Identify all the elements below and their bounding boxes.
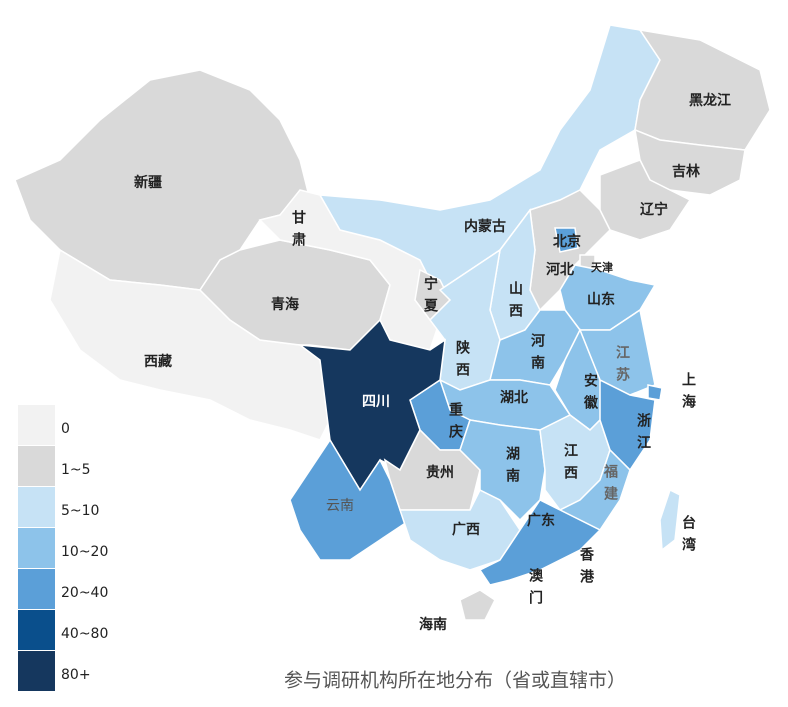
legend-swatch: [18, 569, 55, 609]
legend-swatch: [18, 528, 55, 568]
legend-swatch: [18, 446, 55, 486]
province-label: 湖南: [504, 446, 520, 490]
province-label: 江苏: [614, 344, 630, 389]
province-label: 西藏: [144, 353, 172, 370]
province: [647, 384, 663, 401]
province-label: 新疆: [134, 174, 162, 191]
province-label: 青海: [271, 296, 299, 313]
caption: 参与调研机构所在地分布（省或直辖市）: [284, 670, 626, 692]
province-label: 上海: [680, 372, 696, 416]
province-label: 台湾: [680, 514, 696, 559]
province-label: 安徽: [582, 372, 599, 417]
province-label: 湖北: [500, 390, 528, 406]
province-label: 天津: [591, 260, 613, 274]
legend-swatch: [18, 610, 55, 650]
province-label: 浙江: [635, 412, 651, 457]
province: [659, 488, 681, 552]
legend-swatch: [18, 487, 55, 527]
province-label: 河南: [529, 332, 545, 377]
province: [554, 227, 579, 253]
province-label: 河北: [546, 261, 574, 278]
province-label: 贵州: [426, 464, 454, 481]
legend-label: 40~80: [61, 626, 108, 642]
legend: 0 1~5 5~10 10~20 20~40 40~80 80+: [18, 405, 108, 691]
province-label: 四川: [362, 394, 390, 410]
province-label: 云南: [326, 498, 354, 514]
province-label: 辽宁: [640, 201, 668, 218]
province-label: 山西: [507, 281, 523, 325]
province-label: 澳门: [527, 567, 543, 612]
province-label: 福建: [602, 463, 619, 508]
legend-label: 5~10: [61, 503, 99, 519]
province-label: 山东: [587, 291, 615, 308]
legend-label: 20~40: [61, 585, 108, 601]
province: [49, 248, 331, 441]
province: [478, 499, 602, 586]
province-label: 北京: [553, 233, 581, 250]
legend-swatch: [18, 651, 55, 691]
provinces: [14, 24, 771, 621]
province-label: 吉林: [672, 163, 700, 180]
province-label: 甘肃: [290, 209, 306, 254]
province-label: 广东: [527, 512, 555, 529]
province: [459, 419, 546, 522]
province-label: 香港: [578, 546, 595, 591]
province-label: 重庆: [447, 401, 463, 446]
legend-label: 0: [61, 421, 70, 437]
province-label: 海南: [419, 616, 447, 633]
legend-label: 1~5: [61, 462, 91, 478]
legend-label: 80+: [61, 667, 91, 683]
province-label: 宁夏: [422, 275, 438, 320]
province-label: 广西: [452, 521, 480, 538]
legend-swatch: [18, 405, 55, 445]
legend-label: 10~20: [61, 544, 108, 560]
province: [599, 378, 656, 472]
province-label: 江西: [562, 442, 578, 487]
province-label: 陕西: [454, 339, 470, 384]
province: [459, 589, 496, 621]
province-label: 内蒙古: [464, 218, 506, 235]
province-label: 黑龙江: [689, 92, 731, 109]
